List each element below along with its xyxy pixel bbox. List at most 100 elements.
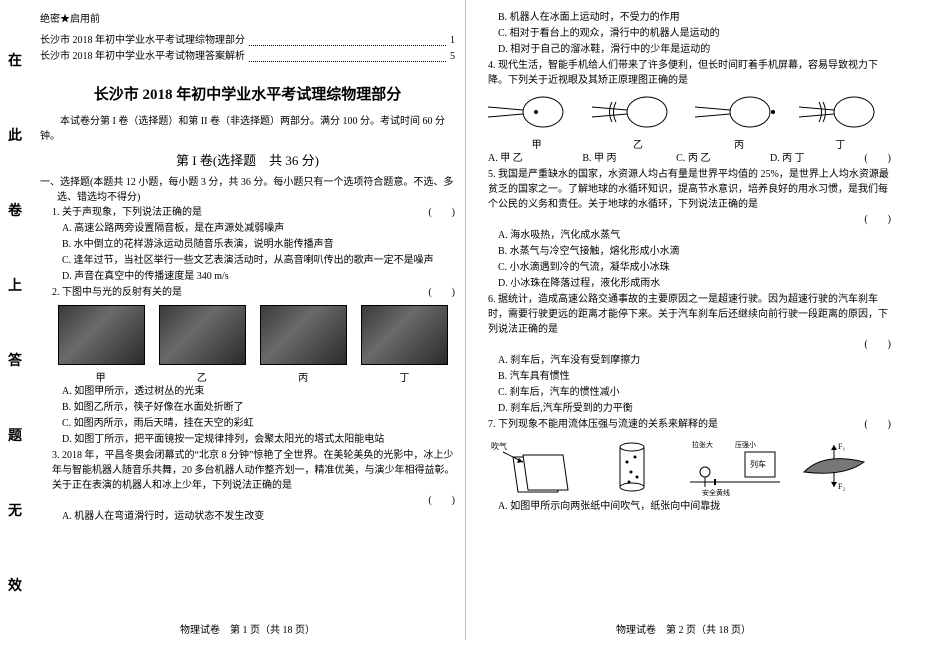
q4-figures xyxy=(476,92,891,132)
q6-opt-b: B. 汽车具有惯性 xyxy=(476,369,891,385)
page-spread: 在 此 卷 上 答 题 无 效 绝密★启用前 长沙市 2018 年初中学业水平考… xyxy=(0,0,945,640)
figure-photo xyxy=(260,305,347,365)
page-footer-right: 物理试卷 第 2 页（共 18 页） xyxy=(466,617,901,640)
toc-row: 长沙市 2018 年初中学业水平考试理综物理部分 1 xyxy=(40,33,455,49)
q6-blank: ( ) xyxy=(476,337,891,353)
q1-opt-b: B. 水中倒立的花样游泳运动员随音乐表演，说明水能传播声音 xyxy=(40,237,455,253)
physics-diagram-wing: F₁ F₂ xyxy=(794,437,884,497)
q2-opt-a: A. 如图甲所示，透过树丛的光束 xyxy=(40,384,455,400)
caption: 甲 xyxy=(96,369,106,384)
answer-blank: ( ) xyxy=(864,151,891,167)
q7-opt-a: A. 如图甲所示向两张纸中间吹气，纸张向中间靠拢 xyxy=(476,499,891,515)
toc-dots xyxy=(249,33,446,46)
svg-text:F₂: F₂ xyxy=(838,482,845,491)
toc-title: 长沙市 2018 年初中学业水平考试物理答案解析 xyxy=(40,49,245,65)
q4-opt-d: D. 丙 丁 xyxy=(770,151,805,167)
physics-diagram-paper: 吹气 xyxy=(483,437,573,497)
q1-stem: 1. 关于声现象，下列说法正确的是 ( ) xyxy=(40,205,455,221)
eye-diagram xyxy=(695,92,775,132)
q7-stem: 7. 下列现象不能用流体压强与流速的关系来解释的是 ( ) xyxy=(476,417,891,433)
answer-blank: ( ) xyxy=(428,493,455,509)
gutter-char: 此 xyxy=(8,125,22,145)
q4-opt-a: A. 甲 乙 xyxy=(488,151,523,167)
caption: 乙 xyxy=(633,136,643,151)
figure-photo xyxy=(361,305,448,365)
q4-stem: 4. 现代生活，智能手机给人们带来了许多便利，但长时间盯着手机屏幕，容易导致视力… xyxy=(476,58,891,88)
gutter-char: 题 xyxy=(8,425,22,445)
toc-page: 1 xyxy=(450,33,455,49)
gutter-char: 上 xyxy=(8,275,22,295)
q5-blank: ( ) xyxy=(476,212,891,228)
svg-text:压强小: 压强小 xyxy=(735,440,756,449)
answer-blank: ( ) xyxy=(428,205,455,221)
svg-text:安全黄线: 安全黄线 xyxy=(702,488,730,497)
q2-captions: 甲 乙 丙 丁 xyxy=(40,369,455,384)
q1-stem-text: 1. 关于声现象，下列说法正确的是 xyxy=(52,205,202,221)
exam-subtitle: 本试卷分第 I 卷（选择题）和第 II 卷（非选择题）两部分。满分 100 分。… xyxy=(40,114,455,144)
instructions: 一、选择题(本题共 12 小题，每小题 3 分，共 36 分。每小题只有一个选项… xyxy=(40,175,455,205)
gutter-char: 答 xyxy=(8,350,22,370)
left-page: 绝密★启用前 长沙市 2018 年初中学业水平考试理综物理部分 1 长沙市 20… xyxy=(30,0,465,640)
q7-figures: 吹气 拉张大 xyxy=(476,437,891,497)
page-footer-left: 物理试卷 第 1 页（共 18 页） xyxy=(30,617,465,640)
caption: 甲 xyxy=(532,136,542,151)
q2-opt-d: D. 如图丁所示，把平面镜按一定规律排列，会聚太阳光的塔式太阳能电站 xyxy=(40,432,455,448)
q4-options: A. 甲 乙 B. 甲 丙 C. 丙 乙 D. 丙 丁 ( ) xyxy=(476,151,891,167)
svg-text:列车: 列车 xyxy=(750,459,766,469)
eye-diagram xyxy=(799,92,879,132)
answer-blank: ( ) xyxy=(864,417,891,433)
figure-photo xyxy=(58,305,145,365)
caption: 丙 xyxy=(298,369,308,384)
svg-text:F₁: F₁ xyxy=(838,442,845,451)
gutter-char: 无 xyxy=(8,500,22,520)
q1-opt-d: D. 声音在真空中的传播速度是 340 m/s xyxy=(40,269,455,285)
svg-text:吹气: 吹气 xyxy=(491,441,507,451)
q6-stem: 6. 据统计，造成高速公路交通事故的主要原因之一是超速行驶。因为超速行驶的汽车刹… xyxy=(476,292,891,337)
toc-dots xyxy=(249,49,446,62)
table-of-contents: 长沙市 2018 年初中学业水平考试理综物理部分 1 长沙市 2018 年初中学… xyxy=(40,33,455,65)
caption: 丁 xyxy=(399,369,409,384)
q2-figures xyxy=(40,305,455,365)
caption: 丁 xyxy=(835,136,845,151)
answer-blank: ( ) xyxy=(428,285,455,301)
caption: 乙 xyxy=(197,369,207,384)
q3-opt-d: D. 相对于自己的溜冰鞋，滑行中的少年是运动的 xyxy=(476,42,891,58)
toc-row: 长沙市 2018 年初中学业水平考试物理答案解析 5 xyxy=(40,49,455,65)
q6-opt-a: A. 刹车后，汽车没有受到摩擦力 xyxy=(476,353,891,369)
figure-photo xyxy=(159,305,246,365)
eye-diagram xyxy=(488,92,568,132)
physics-diagram-cylinder xyxy=(587,437,677,497)
q6-opt-c: C. 刹车后，汽车的惯性减小 xyxy=(476,385,891,401)
q2-opt-c: C. 如图丙所示，雨后天晴，挂在天空的彩虹 xyxy=(40,416,455,432)
q5-stem: 5. 我国是严重缺水的国家，水资源人均占有量是世界平均值的 25%，是世界上人均… xyxy=(476,167,891,212)
answer-blank: ( ) xyxy=(864,212,891,228)
q1-opt-c: C. 逢年过节，当社区举行一些文艺表演活动时，从高音喇叭传出的歌声一定不是噪声 xyxy=(40,253,455,269)
binding-gutter: 在 此 卷 上 答 题 无 效 xyxy=(0,0,30,640)
q5-opt-c: C. 小水滴遇到冷的气流，凝华成小冰珠 xyxy=(476,260,891,276)
answer-blank: ( ) xyxy=(864,337,891,353)
q3-opt-b: B. 机器人在冰面上运动时，不受力的作用 xyxy=(476,10,891,26)
q3-opt-a: A. 机器人在弯道滑行时，运动状态不发生改变 xyxy=(40,509,455,525)
section-1-heading: 第 I 卷(选择题 共 36 分) xyxy=(40,150,455,169)
q4-opt-c: C. 丙 乙 xyxy=(676,151,710,167)
q2-stem-text: 2. 下图中与光的反射有关的是 xyxy=(52,285,182,301)
q4-captions: 甲 乙 丙 丁 xyxy=(476,136,891,151)
q5-opt-a: A. 海水吸热，汽化成水蒸气 xyxy=(476,228,891,244)
q2-opt-b: B. 如图乙所示，筷子好像在水面处折断了 xyxy=(40,400,455,416)
gutter-char: 效 xyxy=(8,575,22,595)
gutter-char: 在 xyxy=(8,50,22,70)
caption: 丙 xyxy=(734,136,744,151)
secrecy-label: 绝密★启用前 xyxy=(40,10,455,25)
q2-stem: 2. 下图中与光的反射有关的是 ( ) xyxy=(40,285,455,301)
toc-page: 5 xyxy=(450,49,455,65)
q6-opt-d: D. 刹车后,汽车所受到的力平衡 xyxy=(476,401,891,417)
q5-opt-d: D. 小冰珠在降落过程，液化形成雨水 xyxy=(476,276,891,292)
physics-diagram-train: 拉张大 压强小 列车 安全黄线 xyxy=(690,437,780,497)
gutter-char: 卷 xyxy=(8,200,22,220)
q3-stem: 3. 2018 年，平昌冬奥会闭幕式的“北京 8 分钟”惊艳了全世界。在美轮美奂… xyxy=(40,448,455,493)
q3-blank: ( ) xyxy=(40,493,455,509)
eye-diagram xyxy=(592,92,672,132)
right-page: B. 机器人在冰面上运动时，不受力的作用 C. 相对于看台上的观众，滑行中的机器… xyxy=(466,0,901,640)
svg-text:拉张大: 拉张大 xyxy=(692,440,713,449)
q4-opt-b: B. 甲 丙 xyxy=(582,151,616,167)
